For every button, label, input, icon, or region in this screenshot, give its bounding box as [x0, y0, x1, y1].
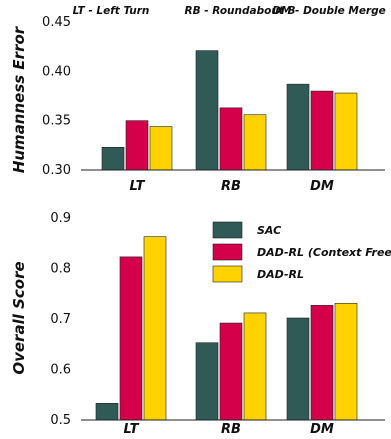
y-tick-label: 0.5 [50, 413, 71, 428]
x-tick-label-dm: DM [310, 422, 334, 437]
bar-dad-rl-context-free-dm [310, 305, 334, 421]
legend-swatch-dad-rl [212, 265, 243, 283]
y-tick-label: 0.9 [50, 211, 71, 226]
y-tick-label: 0.7 [50, 312, 71, 327]
annotation-rb: RB - Roundabout B [185, 5, 296, 17]
bar-sac-dm [286, 317, 310, 421]
legend-label-dad-rl-context-free: DAD-RL (Context Free) [257, 246, 391, 259]
x-tick-label-lt: LT [130, 179, 146, 194]
legend-label-dad-rl: DAD-RL [257, 268, 304, 281]
y-axis-label-overall-score: Overall Score [10, 261, 28, 374]
y-tick-label: 0.8 [50, 262, 71, 277]
bar-sac-lt [101, 147, 125, 171]
x-tick-label-rb: RB [221, 179, 241, 194]
y-tick-label: 0.40 [42, 64, 71, 79]
bar-dad-rl-context-free-dm [310, 90, 334, 171]
bar-dad-rl-dm [334, 303, 358, 421]
bar-sac-rb [195, 50, 219, 171]
y-tick-label: 0.45 [42, 15, 71, 30]
y-axis-label-humanness-error: Humanness Error [10, 25, 28, 173]
bar-dad-rl-lt [143, 236, 167, 421]
bar-dad-rl-rb [243, 114, 267, 171]
y-tick-label: 0.6 [50, 363, 71, 378]
x-tick-label-dm: DM [310, 179, 334, 194]
overall-score-chart: Overall Score SAC DAD-RL (Context Free) … [10, 211, 391, 437]
legend-swatch-sac [212, 221, 243, 239]
bar-dad-rl-lt [149, 126, 173, 171]
bar-sac-rb [195, 342, 219, 421]
bar-sac-lt [95, 403, 119, 421]
legend-swatch-dad-rl-context-free [212, 243, 243, 261]
legend: SAC DAD-RL (Context Free) DAD-RL [212, 221, 391, 283]
bar-sac-dm [286, 83, 310, 171]
bar-dad-rl-context-free-lt [125, 120, 149, 171]
bar-dad-rl-dm [334, 92, 358, 171]
x-tick-label-rb: RB [221, 422, 241, 437]
bar-dad-rl-rb [243, 312, 267, 421]
bar-dad-rl-context-free-rb [219, 322, 243, 421]
bar-dad-rl-context-free-rb [219, 107, 243, 171]
x-tick-label-lt: LT [124, 422, 140, 437]
legend-label-sac: SAC [257, 224, 281, 237]
y-tick-label: 0.35 [42, 114, 71, 129]
humanness-error-chart: LT - Left Turn RB - Roundabout B DM - Do… [10, 5, 386, 194]
annotation-lt: LT - Left Turn [73, 5, 150, 17]
bar-dad-rl-context-free-lt [119, 256, 143, 421]
annotation-dm: DM - Double Merge [272, 5, 386, 17]
y-tick-label: 0.30 [42, 163, 71, 178]
